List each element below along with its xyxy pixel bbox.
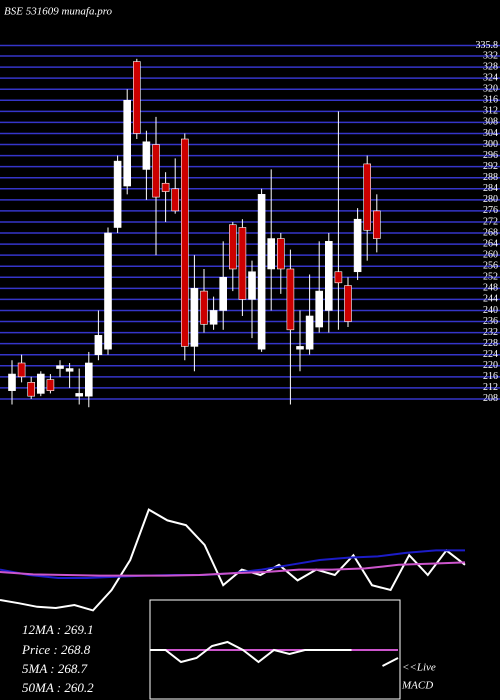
candle-body	[190, 288, 199, 347]
candle-body	[113, 160, 122, 228]
y-tick-label: 236	[483, 316, 498, 327]
candle-body	[344, 285, 352, 322]
y-tick-label: 296	[483, 150, 498, 161]
candle-body	[257, 194, 266, 350]
y-tick-label: 332	[483, 50, 498, 61]
candle-body	[133, 61, 141, 134]
candle-body	[209, 310, 218, 325]
candle-body	[171, 188, 179, 212]
y-tick-label: 264	[483, 238, 498, 249]
candle-body	[238, 227, 247, 300]
y-tick-label: 212	[483, 382, 498, 393]
y-tick-label: 216	[483, 371, 498, 382]
y-tick-label: 312	[483, 106, 498, 117]
candle-body	[161, 182, 170, 192]
candle-body	[296, 346, 304, 350]
stat: 50MA : 260.2	[22, 680, 94, 695]
candle-body	[219, 276, 227, 311]
y-tick-label: 244	[483, 294, 498, 305]
y-tick-label: 335.8	[476, 40, 499, 51]
macd-label: MACD	[401, 680, 433, 692]
y-tick-label: 252	[483, 272, 498, 283]
candle-body	[200, 290, 208, 325]
chart-title: BSE 531609 munafa.pro	[4, 6, 113, 18]
candle-body	[181, 138, 189, 347]
candle-body	[152, 144, 160, 198]
candle-body	[123, 100, 131, 187]
stat: 5MA : 268.7	[22, 661, 88, 676]
y-tick-label: 276	[483, 205, 498, 216]
y-tick-label: 260	[483, 249, 498, 260]
y-tick-label: 220	[483, 360, 498, 371]
candle-body	[372, 210, 381, 239]
candle-body	[17, 362, 26, 378]
candle-body	[75, 393, 83, 397]
candle-body	[276, 238, 285, 270]
y-tick-label: 288	[483, 172, 498, 183]
y-tick-label: 240	[483, 305, 498, 316]
y-tick-label: 280	[483, 194, 498, 205]
y-tick-label: 320	[483, 84, 498, 95]
candle-body	[142, 141, 151, 170]
indicator-line	[0, 508, 466, 612]
candle-body	[324, 241, 333, 311]
stat: 12MA : 269.1	[22, 622, 94, 637]
candle-body	[85, 362, 93, 397]
y-tick-label: 316	[483, 95, 498, 106]
y-tick-label: 272	[483, 216, 498, 227]
y-tick-label: 232	[483, 327, 498, 338]
stat: Price : 268.8	[21, 642, 91, 657]
candle-body	[267, 238, 276, 270]
candle-body	[286, 268, 295, 331]
candle-body	[248, 271, 256, 300]
candle-body	[315, 290, 324, 328]
indicator-line	[0, 561, 466, 577]
candle-body	[94, 335, 103, 355]
y-tick-label: 224	[483, 349, 498, 360]
y-tick-label: 292	[483, 161, 498, 172]
y-tick-label: 328	[483, 61, 498, 72]
y-tick-label: 284	[483, 183, 498, 194]
candle-body	[56, 365, 64, 369]
y-tick-label: 208	[483, 393, 498, 404]
y-tick-label: 324	[483, 72, 498, 83]
y-tick-label: 300	[483, 139, 498, 150]
candle-body	[8, 373, 16, 391]
candle-body	[104, 232, 112, 350]
candle-body	[353, 218, 362, 273]
y-tick-label: 256	[483, 261, 498, 272]
candle-body	[65, 368, 74, 372]
candle-body	[363, 163, 372, 231]
candle-body	[305, 315, 314, 350]
candle-body	[46, 379, 55, 391]
macd-label: <<Live	[402, 662, 436, 674]
indicator-line	[150, 640, 399, 667]
candle-body	[334, 271, 343, 284]
candle-body	[229, 224, 237, 270]
y-tick-label: 268	[483, 227, 498, 238]
y-tick-label: 248	[483, 283, 498, 294]
y-tick-label: 228	[483, 338, 498, 349]
y-tick-label: 308	[483, 117, 498, 128]
y-tick-label: 304	[483, 128, 498, 139]
candle-body	[36, 373, 45, 394]
candle-body	[27, 382, 36, 397]
